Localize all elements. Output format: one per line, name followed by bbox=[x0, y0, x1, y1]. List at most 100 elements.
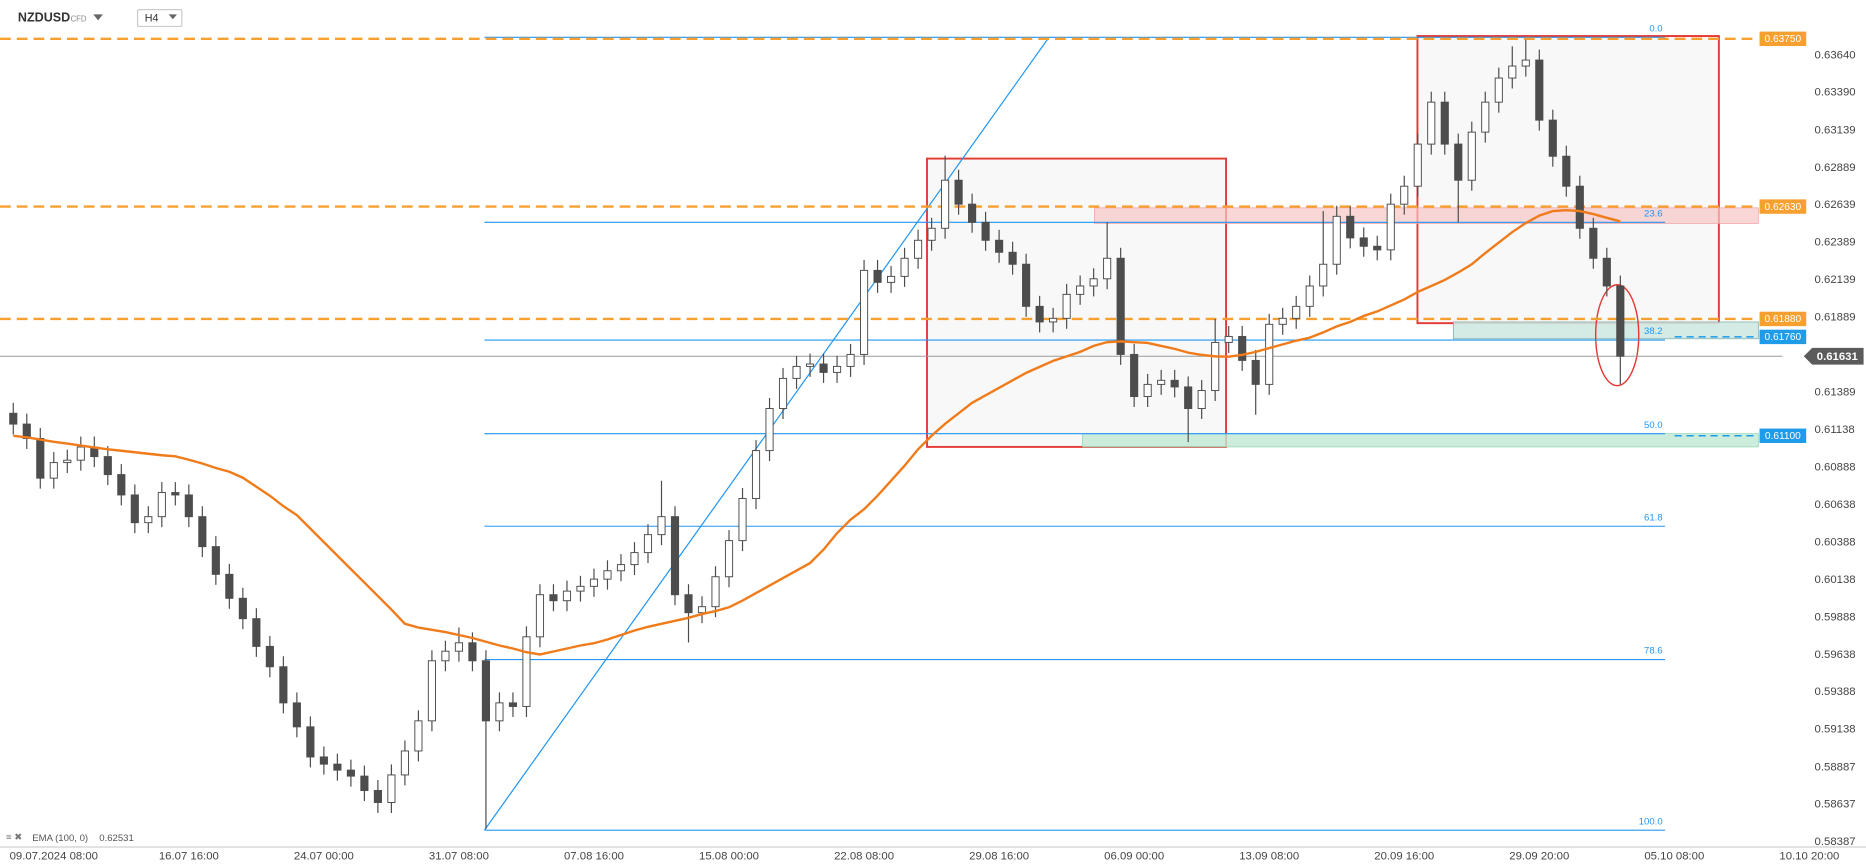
candle-body bbox=[927, 227, 936, 241]
candle-body bbox=[1305, 285, 1314, 307]
y-tick-label: 0.60388 bbox=[1815, 536, 1856, 548]
x-tick-label: 16.07 16:00 bbox=[159, 851, 219, 863]
candle-body bbox=[616, 564, 626, 572]
candle-body bbox=[481, 660, 491, 722]
x-tick-label: 07.08 16:00 bbox=[564, 851, 624, 863]
candle-body bbox=[130, 494, 139, 524]
x-tick-label: 20.09 16:00 bbox=[1374, 851, 1434, 863]
candle-body bbox=[859, 269, 869, 355]
candle-body bbox=[1481, 101, 1490, 133]
candle-body bbox=[1319, 263, 1328, 287]
fib-level-label: 50.0 bbox=[1644, 420, 1663, 431]
candle-body bbox=[873, 269, 882, 283]
candle-body bbox=[1373, 245, 1382, 251]
candle-body bbox=[1562, 155, 1571, 187]
candle-body bbox=[549, 594, 558, 602]
candle-body bbox=[1589, 227, 1598, 259]
candle-body bbox=[1265, 323, 1274, 385]
candle-body bbox=[36, 437, 45, 479]
candle-body bbox=[751, 450, 761, 500]
candle-body bbox=[1508, 65, 1517, 79]
y-tick-label: 0.62389 bbox=[1815, 237, 1856, 249]
candle-body bbox=[373, 790, 382, 803]
fib-level-label: 23.6 bbox=[1644, 208, 1663, 219]
interval-selector[interactable] bbox=[136, 9, 183, 28]
candle-body bbox=[427, 660, 436, 722]
candle-body bbox=[1616, 285, 1625, 357]
candle-body bbox=[1184, 386, 1193, 409]
level-price-tag bbox=[1759, 311, 1807, 327]
candle-body bbox=[292, 702, 301, 728]
candle-body bbox=[1521, 59, 1530, 67]
y-tick-label: 0.60888 bbox=[1815, 462, 1856, 474]
fib-level-label: 0.0 bbox=[1649, 23, 1662, 34]
level-price-label: 0.61100 bbox=[1765, 431, 1801, 442]
candle-body bbox=[1035, 305, 1044, 323]
candle-body bbox=[724, 540, 734, 578]
y-tick-label: 0.58887 bbox=[1815, 761, 1856, 773]
y-tick-label: 0.60138 bbox=[1815, 574, 1856, 586]
candle-body bbox=[1089, 278, 1098, 287]
fib-level-label: 78.6 bbox=[1644, 646, 1663, 657]
candle-body bbox=[1251, 359, 1260, 385]
x-tick-label: 10.10 20:00 bbox=[1779, 851, 1839, 863]
fib-level-label: 38.2 bbox=[1644, 326, 1663, 337]
candle-body bbox=[319, 756, 328, 765]
candle-body bbox=[306, 726, 315, 758]
candle-body bbox=[792, 365, 801, 379]
candle-body bbox=[900, 257, 909, 277]
y-tick-label: 0.61889 bbox=[1815, 312, 1856, 324]
candle-body bbox=[954, 179, 963, 205]
candle-body bbox=[562, 590, 572, 602]
x-tick-label: 22.08 08:00 bbox=[834, 851, 894, 863]
candle-body bbox=[1346, 215, 1355, 239]
candle-body bbox=[603, 570, 612, 580]
candle-body bbox=[1359, 237, 1368, 247]
level-price-label: 0.61880 bbox=[1765, 314, 1802, 325]
fib-level-label: 61.8 bbox=[1644, 512, 1663, 523]
indicator-settings-icon[interactable]: ≡ ✖ bbox=[6, 832, 22, 843]
x-tick-label: 05.10 08:00 bbox=[1644, 851, 1704, 863]
candle-body bbox=[684, 594, 693, 614]
candle-body bbox=[1400, 185, 1409, 205]
candle-body bbox=[643, 534, 653, 554]
candle-body bbox=[225, 573, 234, 599]
x-tick-label: 09.07.2024 08:00 bbox=[10, 851, 98, 863]
symbol-dropdown[interactable] bbox=[93, 14, 103, 21]
interval-dropdown[interactable] bbox=[168, 14, 178, 20]
candle-body bbox=[1224, 335, 1233, 343]
candle-body bbox=[535, 594, 545, 638]
candle-body bbox=[400, 750, 409, 776]
level-price-tag bbox=[1759, 31, 1807, 47]
candle-body bbox=[103, 456, 112, 476]
candle-body bbox=[157, 492, 166, 518]
candle-body bbox=[1467, 131, 1476, 181]
indicator-value: 0.62531 bbox=[99, 833, 134, 844]
candle-body bbox=[805, 363, 815, 367]
candle-body bbox=[711, 576, 720, 608]
candle-body bbox=[76, 446, 85, 461]
candle-body bbox=[387, 774, 396, 803]
candle-body bbox=[914, 239, 923, 259]
candle-body bbox=[819, 363, 828, 373]
y-tick-label: 0.62889 bbox=[1815, 162, 1856, 174]
candle-body bbox=[144, 516, 153, 524]
indicator-name: EMA (100, 0) bbox=[32, 833, 88, 844]
candle-body bbox=[49, 462, 58, 479]
candle-body bbox=[1197, 390, 1206, 409]
resistance-zone bbox=[1094, 207, 1759, 224]
candle-body bbox=[1440, 101, 1449, 145]
candle-body bbox=[941, 179, 950, 229]
y-tick-label: 0.59388 bbox=[1815, 686, 1856, 698]
candle-body bbox=[765, 408, 774, 452]
candle-body bbox=[846, 353, 855, 367]
x-tick-label: 15.08 00:00 bbox=[699, 851, 759, 863]
y-tick-label: 0.63139 bbox=[1815, 124, 1856, 136]
symbol-type: CFD bbox=[71, 14, 87, 23]
x-tick-label: 29.09 20:00 bbox=[1509, 851, 1569, 863]
candle-body bbox=[1413, 143, 1422, 187]
candle-body bbox=[1494, 77, 1503, 103]
highlight-ellipse bbox=[1594, 284, 1640, 387]
fib-level-label: 100.0 bbox=[1639, 816, 1663, 827]
